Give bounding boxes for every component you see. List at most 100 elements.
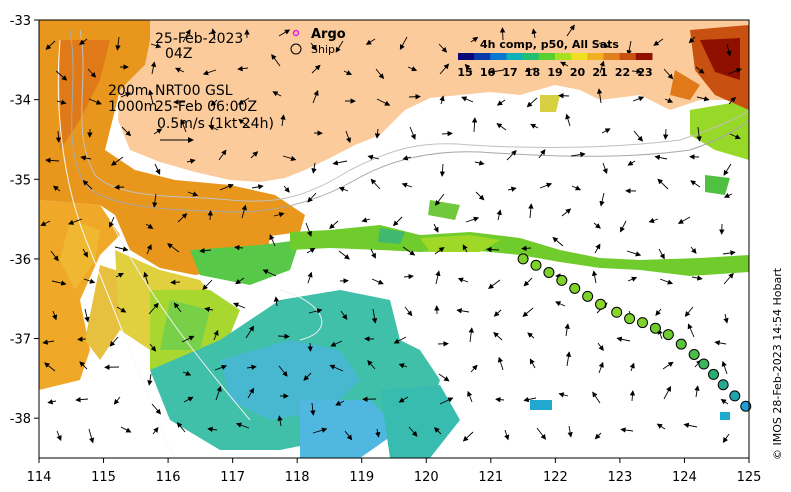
current-vector — [598, 42, 610, 48]
current-vector — [627, 160, 636, 166]
current-vector — [42, 339, 55, 345]
current-vector — [475, 191, 485, 201]
current-vector — [273, 296, 280, 307]
current-vector — [567, 425, 573, 438]
current-vector — [529, 358, 536, 369]
current-vector — [310, 402, 316, 416]
ship-track — [517, 253, 752, 412]
current-vector — [393, 336, 407, 344]
current-vector — [677, 216, 691, 224]
current-vector — [312, 90, 319, 104]
current-vector — [409, 126, 416, 140]
current-vector — [214, 364, 228, 371]
current-vector — [594, 243, 601, 254]
current-vector — [329, 220, 339, 230]
ship-marker — [290, 43, 302, 55]
current-vector — [151, 403, 162, 415]
current-vector — [408, 426, 418, 437]
current-vector — [521, 245, 532, 252]
current-vector — [152, 193, 158, 208]
current-vector — [402, 246, 416, 256]
current-vector — [596, 88, 603, 104]
current-vector — [504, 429, 510, 441]
current-vector — [648, 217, 659, 224]
depth-200-label: 200m — [108, 83, 148, 99]
argo-label: Argo — [311, 27, 346, 42]
current-vector — [728, 96, 736, 105]
current-vector — [68, 218, 83, 225]
current-vector — [146, 244, 152, 255]
current-vector — [663, 385, 672, 400]
current-vector — [241, 204, 247, 219]
y-tick-label: -34 — [10, 94, 31, 109]
current-vector — [115, 36, 121, 51]
ship-position — [729, 390, 741, 402]
current-vector — [632, 96, 645, 102]
current-vector — [310, 42, 318, 51]
ship-position — [624, 313, 636, 325]
current-vector — [592, 391, 601, 404]
current-vector — [526, 97, 538, 108]
ship-position — [543, 266, 555, 278]
y-tick-label: -35 — [10, 173, 31, 188]
current-vector — [150, 43, 162, 49]
current-vector — [594, 432, 602, 440]
current-vector — [662, 128, 669, 140]
current-vector — [215, 385, 222, 401]
current-vector — [210, 99, 218, 107]
current-vector — [402, 155, 412, 161]
current-vector — [626, 40, 632, 56]
current-vector — [723, 272, 734, 285]
current-vector — [696, 96, 710, 102]
current-vector — [462, 244, 468, 253]
ship-position — [637, 317, 648, 329]
current-vector — [367, 360, 376, 370]
current-vector — [723, 313, 729, 324]
current-vector — [456, 308, 470, 314]
current-vector — [177, 213, 188, 223]
colorbar-swatch — [522, 53, 540, 60]
current-vector — [601, 128, 611, 134]
current-vector — [392, 216, 403, 227]
colorbar-tick-label: 15 — [457, 66, 472, 79]
current-vector — [80, 155, 92, 161]
current-vector — [599, 60, 605, 74]
x-tick-label: 118 — [285, 470, 310, 485]
colorbar-swatch — [506, 53, 524, 60]
current-vector — [629, 390, 636, 402]
current-vector — [561, 208, 572, 217]
colorbar-swatch — [587, 53, 604, 60]
current-vector — [536, 427, 547, 440]
current-vector — [335, 40, 344, 53]
current-vector — [277, 415, 283, 427]
current-vector — [552, 236, 564, 247]
current-vector — [598, 361, 604, 374]
current-vector — [238, 97, 250, 105]
current-vector — [272, 91, 282, 97]
current-vector — [403, 273, 414, 280]
current-vector — [407, 66, 418, 72]
current-vector — [626, 250, 642, 257]
current-vector — [656, 423, 666, 430]
current-vector — [434, 193, 445, 206]
current-vector — [187, 191, 199, 197]
current-vector — [620, 427, 634, 433]
current-vector — [523, 396, 537, 403]
colorbar-tick-label: 16 — [480, 66, 496, 79]
ship-position — [662, 329, 674, 341]
current-vector — [210, 28, 217, 41]
current-vector — [208, 125, 219, 131]
map-time: 04Z — [165, 46, 192, 62]
y-tick-label: -36 — [10, 253, 31, 268]
current-vector — [82, 180, 93, 190]
current-vector — [599, 192, 605, 207]
current-vector — [170, 279, 181, 285]
current-vector — [213, 329, 219, 341]
current-vector — [311, 162, 317, 174]
x-tick-label: 119 — [349, 470, 374, 485]
current-vector — [663, 68, 674, 80]
current-vector — [345, 130, 352, 144]
current-vector — [181, 335, 195, 343]
current-vector — [280, 114, 286, 127]
current-vector — [496, 209, 502, 221]
